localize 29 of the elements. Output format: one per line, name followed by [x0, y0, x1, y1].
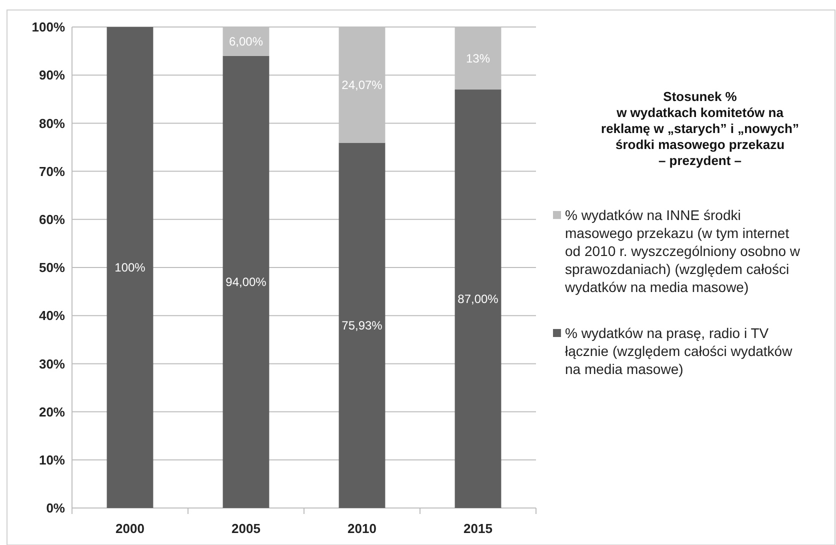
x-tick-label: 2015	[464, 521, 492, 536]
data-label: 24,07%	[342, 78, 383, 92]
bar	[338, 142, 386, 508]
legend-label: % wydatków na prasę, radio i TV łącznie (względem całości wydatków na media masowe)	[565, 325, 794, 377]
x-tick-label: 2005	[232, 521, 260, 536]
y-tick-label: 30%	[38, 356, 66, 372]
y-tick-label: 90%	[38, 68, 66, 83]
bar	[106, 27, 154, 508]
data-label: 75,93%	[342, 318, 383, 333]
x-tick-label: 2010	[348, 521, 376, 536]
y-tick-label: 60%	[38, 212, 66, 227]
bar	[454, 90, 502, 508]
x-tick-label: 2000	[116, 521, 144, 536]
y-tick-label: 40%	[38, 308, 66, 324]
data-label: 87,00%	[458, 292, 499, 306]
y-tick-label: 20%	[38, 404, 66, 420]
y-tick-label: 10%	[38, 452, 66, 468]
data-label: 94,00%	[226, 275, 267, 290]
data-label: 6,00%	[228, 34, 264, 49]
y-tick-label: 100%	[32, 20, 66, 35]
data-label: 100%	[114, 260, 146, 275]
data-label: 13%	[466, 51, 490, 66]
y-tick-label: 70%	[38, 164, 66, 179]
text: Stosunek % w wydatkach komitetów na reklamę w „starych” i „nowych” środki masowego przekazu – prezydent –	[601, 89, 799, 168]
y-tick-label: 80%	[38, 116, 66, 131]
legend-label: % wydatków na INNE środki masowego przekazu (w tym internet od 2010 r. wyszczególniony osobno w sprawozdaniach) (względem całości wydatków na media masowe)	[564, 207, 801, 295]
y-tick-label: 50%	[38, 260, 66, 276]
y-tick-label: 0%	[46, 500, 66, 516]
bar	[222, 56, 270, 508]
